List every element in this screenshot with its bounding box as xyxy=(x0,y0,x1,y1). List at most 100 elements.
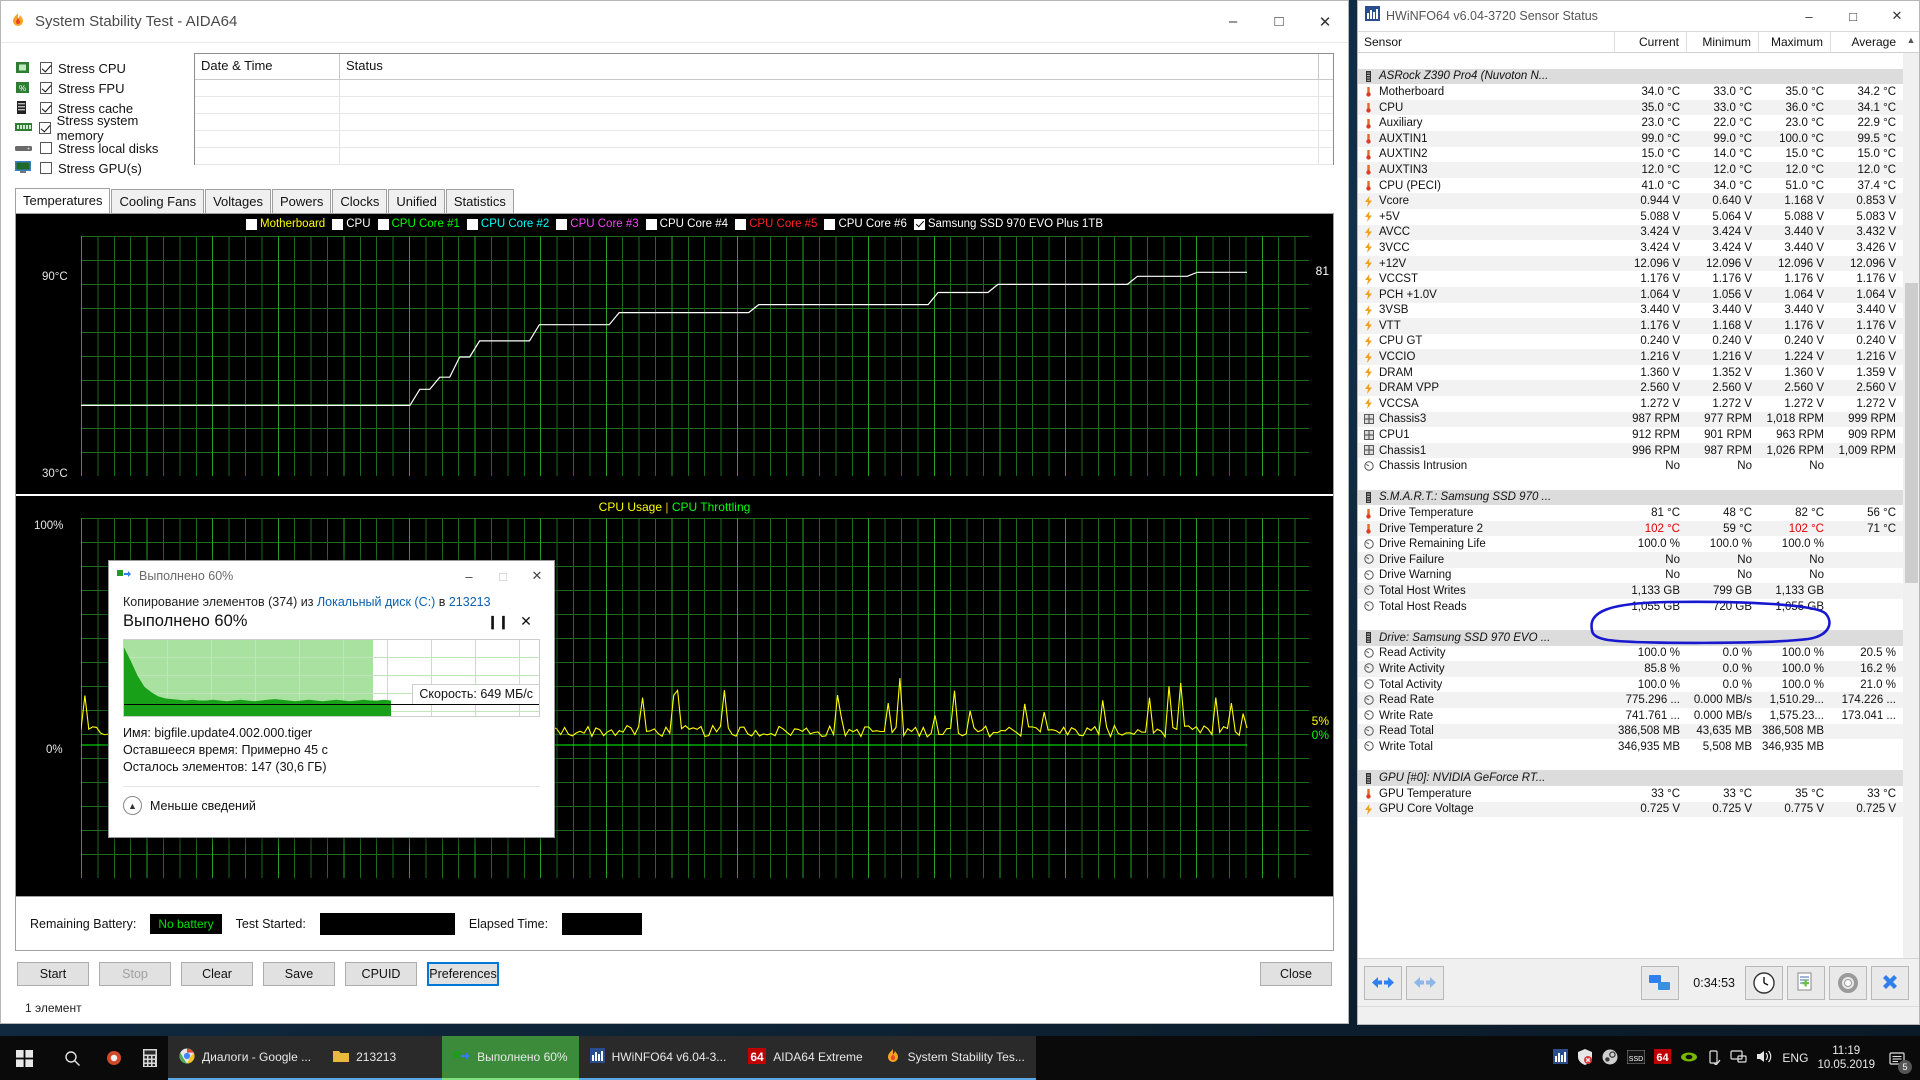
tab-temperatures[interactable]: Temperatures xyxy=(15,188,111,213)
language-indicator[interactable]: ENG xyxy=(1782,1051,1809,1065)
stress-checkbox[interactable] xyxy=(40,142,52,154)
col-average[interactable]: Average xyxy=(1851,35,1896,49)
clock-icon[interactable] xyxy=(1745,965,1783,1000)
stress-option-stress-gpu-s[interactable]: Stress GPU(s) xyxy=(15,158,180,178)
col-maximum[interactable]: Maximum xyxy=(1759,32,1831,52)
minimize-button[interactable]: – xyxy=(1228,13,1238,30)
log-col-datetime[interactable]: Date & Time xyxy=(195,54,340,79)
maximize-button[interactable]: □ xyxy=(1274,13,1284,30)
sensor-row[interactable]: Read Activity 100.0 % 0.0 % 100.0 % 20.5 % xyxy=(1358,646,1903,662)
sensor-row[interactable]: Chassis Intrusion No No No xyxy=(1358,458,1903,474)
clear-button[interactable]: Clear xyxy=(181,962,253,986)
save-button[interactable]: Save xyxy=(263,962,335,986)
sensor-row[interactable]: GPU Temperature 33 °C 33 °C 35 °C 33 °C xyxy=(1358,786,1903,802)
sensor-row[interactable]: CPU 35.0 °C 33.0 °C 36.0 °C 34.1 °C xyxy=(1358,99,1903,116)
sensor-row[interactable]: Drive Failure No No No xyxy=(1358,552,1903,568)
hwinfo-maximize-button[interactable]: □ xyxy=(1849,8,1857,24)
preferences-button[interactable]: Preferences xyxy=(427,962,499,986)
sensor-row[interactable]: VCCST 1.176 V 1.176 V 1.176 V 1.176 V xyxy=(1358,271,1903,287)
stress-option-stress-local-disks[interactable]: Stress local disks xyxy=(15,138,180,158)
clock[interactable]: 11:19 10.05.2019 xyxy=(1817,1044,1875,1072)
taskbar-button-flame[interactable]: System Stability Tes... xyxy=(873,1036,1036,1080)
legend-checkbox[interactable] xyxy=(824,218,836,230)
sensor-row[interactable]: Write Rate 741.761 ... 0.000 MB/s 1,575.23.… xyxy=(1358,708,1903,724)
col-current[interactable]: Current xyxy=(1615,32,1687,52)
sensor-row[interactable]: CPU GT 0.240 V 0.240 V 0.240 V 0.240 V xyxy=(1358,334,1903,350)
copy-close-button[interactable]: ✕ xyxy=(531,568,543,583)
calculator-icon[interactable] xyxy=(132,1036,168,1080)
usage-legend-cpu-usage[interactable]: CPU Usage xyxy=(598,500,663,514)
event-log-table[interactable]: Date & Time Status xyxy=(194,53,1334,165)
legend-item-cpu-core-3[interactable]: CPU Core #3 xyxy=(556,218,639,230)
sensor-row[interactable]: VCCSA 1.272 V 1.272 V 1.272 V 1.272 V xyxy=(1358,396,1903,412)
network-icon[interactable] xyxy=(1730,1049,1748,1067)
nvidia-icon[interactable] xyxy=(1680,1050,1698,1067)
tab-voltages[interactable]: Voltages xyxy=(205,189,271,213)
sensor-row[interactable]: Total Host Writes 1,133 GB 799 GB 1,133 GB xyxy=(1358,583,1903,599)
tab-unified[interactable]: Unified xyxy=(388,189,445,213)
hwinfo-minimize-button[interactable]: – xyxy=(1805,8,1813,24)
sensor-row[interactable]: Chassis1 996 RPM 987 RPM 1,026 RPM 1,009 RPM xyxy=(1358,442,1903,459)
usb-eject-icon[interactable] xyxy=(1707,1049,1721,1068)
taskbar-button-aida64[interactable]: 64 AIDA64 Extreme xyxy=(737,1036,874,1080)
stress-checkbox[interactable] xyxy=(40,62,52,74)
tab-clocks[interactable]: Clocks xyxy=(332,189,388,213)
tab-powers[interactable]: Powers xyxy=(271,189,332,213)
taskbar-button-chrome[interactable]: Диалоги - Google ... xyxy=(168,1036,323,1080)
sensor-row[interactable]: Chassis3 987 RPM 977 RPM 1,018 RPM 999 RPM xyxy=(1358,411,1903,428)
usage-legend-cpu-throttling[interactable]: CPU Throttling xyxy=(671,500,751,514)
legend-item-cpu[interactable]: CPU xyxy=(332,218,371,230)
report-icon[interactable] xyxy=(1787,965,1825,1000)
notification-center-icon[interactable]: 5 xyxy=(1884,1045,1912,1074)
remote-monitor-icon[interactable] xyxy=(1641,965,1680,1000)
hwinfo-close-button[interactable]: ✕ xyxy=(1891,8,1903,23)
sensor-row[interactable]: 3VCC 3.424 V 3.424 V 3.440 V 3.426 V xyxy=(1358,240,1903,256)
legend-item-cpu-core-6[interactable]: CPU Core #6 xyxy=(824,218,907,230)
steam-icon[interactable] xyxy=(1602,1049,1618,1068)
volume-icon[interactable] xyxy=(1756,1049,1773,1067)
gear-icon[interactable] xyxy=(1829,965,1867,1000)
stress-checkbox[interactable] xyxy=(40,82,52,94)
sensor-row[interactable]: AVCC 3.424 V 3.424 V 3.440 V 3.432 V xyxy=(1358,224,1903,241)
aida64-tray-icon[interactable]: 64 xyxy=(1654,1049,1672,1067)
sensor-row[interactable]: 3VSB 3.440 V 3.440 V 3.440 V 3.440 V xyxy=(1358,303,1903,319)
stress-option-stress-fpu[interactable]: % Stress FPU xyxy=(15,78,180,98)
tab-cooling-fans[interactable]: Cooling Fans xyxy=(111,189,205,213)
hwinfo-scrollbar[interactable] xyxy=(1903,53,1919,958)
sensor-row[interactable]: PCH +1.0V 1.064 V 1.056 V 1.064 V 1.064 V xyxy=(1358,286,1903,303)
log-col-status[interactable]: Status xyxy=(340,54,1319,79)
sensor-row[interactable]: Total Host Reads 1,055 GB 720 GB 1,055 GB xyxy=(1358,599,1903,615)
sensor-group-header[interactable]: GPU [#0]: NVIDIA GeForce RT... xyxy=(1358,770,1903,786)
stress-checkbox[interactable] xyxy=(38,122,51,134)
legend-checkbox[interactable] xyxy=(332,218,344,230)
stress-checkbox[interactable] xyxy=(40,102,52,114)
sensor-row[interactable]: Read Rate 775.296 ... 0.000 MB/s 1,510.29..… xyxy=(1358,692,1903,708)
sensor-row[interactable]: Auxiliary 23.0 °C 22.0 °C 23.0 °C 22.9 °C xyxy=(1358,115,1903,131)
sensor-row[interactable]: AUXTIN3 12.0 °C 12.0 °C 12.0 °C 12.0 °C xyxy=(1358,162,1903,178)
scroll-up-arrow-icon[interactable]: ▲ xyxy=(1906,35,1916,45)
sensor-row[interactable]: +5V 5.088 V 5.064 V 5.088 V 5.083 V xyxy=(1358,209,1903,225)
legend-item-cpu-core-4[interactable]: CPU Core #4 xyxy=(645,218,728,230)
sensor-group-header[interactable]: S.M.A.R.T.: Samsung SSD 970 ... xyxy=(1358,489,1903,506)
defender-icon[interactable] xyxy=(1577,1048,1593,1068)
close-stability-button[interactable]: Close xyxy=(1260,962,1332,986)
sensor-row[interactable]: CPU1 912 RPM 901 RPM 963 RPM 909 RPM xyxy=(1358,427,1903,443)
sensor-row[interactable]: Write Total 346,935 MB 5,508 MB 346,935 MB xyxy=(1358,739,1903,755)
sensor-group-header[interactable]: Drive: Samsung SSD 970 EVO ... xyxy=(1358,629,1903,646)
copy-source-link[interactable]: Локальный диск (C:) xyxy=(316,595,436,609)
stress-option-stress-cpu[interactable]: Stress CPU xyxy=(15,58,180,78)
arrows-collapse-icon[interactable] xyxy=(1406,965,1444,1000)
sensor-row[interactable]: Motherboard 34.0 °C 33.0 °C 35.0 °C 34.2 °C xyxy=(1358,84,1903,100)
copy-maximize-button[interactable]: □ xyxy=(499,568,507,584)
sensor-row[interactable]: Drive Warning No No No xyxy=(1358,568,1903,584)
copy-destination-link[interactable]: 213213 xyxy=(448,595,491,609)
arrows-left-right-icon[interactable] xyxy=(1364,965,1402,1000)
sensor-row[interactable]: Vcore 0.944 V 0.640 V 1.168 V 0.853 V xyxy=(1358,193,1903,209)
sensor-row[interactable]: Drive Temperature 2 102 °C 59 °C 102 °C 71 °… xyxy=(1358,520,1903,537)
cancel-copy-button[interactable]: ✕ xyxy=(520,613,532,629)
sensor-row[interactable]: VTT 1.176 V 1.168 V 1.176 V 1.176 V xyxy=(1358,318,1903,334)
taskbar-button-copy-files[interactable]: Выполнено 60% xyxy=(442,1036,579,1080)
search-icon[interactable] xyxy=(48,1036,96,1080)
sensor-row[interactable]: Total Activity 100.0 % 0.0 % 100.0 % 21.0 % xyxy=(1358,677,1903,693)
legend-item-cpu-core-1[interactable]: CPU Core #1 xyxy=(377,218,460,230)
